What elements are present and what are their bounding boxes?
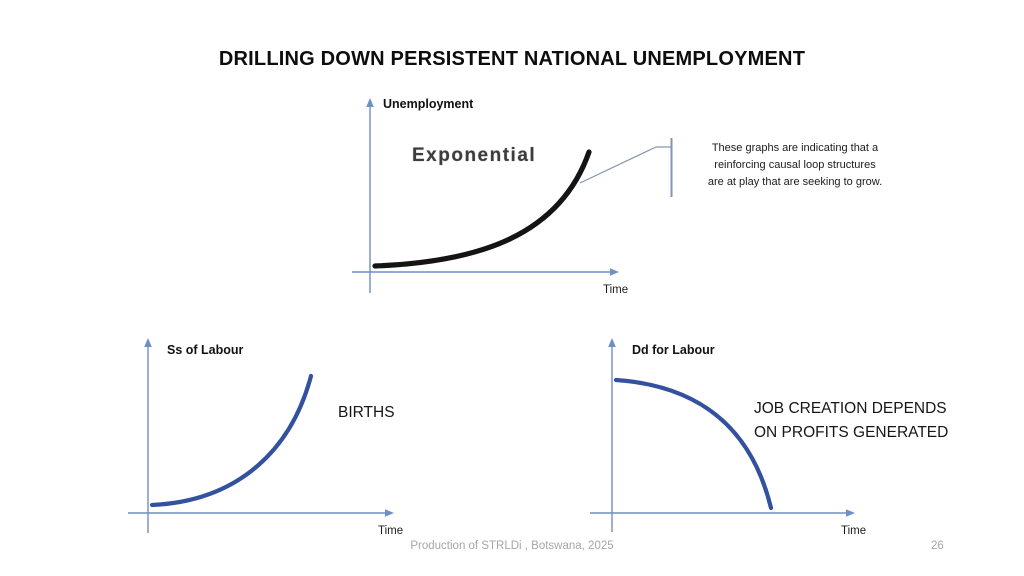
unemployment-y-axis-arrow-icon	[366, 98, 374, 107]
labour-supply-y-axis-arrow-icon	[144, 338, 152, 347]
callout-leader-line	[579, 146, 671, 184]
unemployment-y-axis-label: Unemployment	[383, 97, 474, 111]
labour-demand-chart	[590, 338, 855, 532]
labour-demand-y-axis-label: Dd for Labour	[632, 343, 715, 357]
callout-connector	[579, 138, 673, 197]
unemployment-x-axis-label: Time	[603, 284, 629, 296]
unemployment-x-axis-arrow-icon	[610, 268, 619, 276]
footer-page-number: 26	[931, 540, 944, 552]
callout-text: These graphs are indicating that a reinf…	[707, 142, 883, 188]
labour-supply-growth-curve	[149, 373, 314, 508]
slide-title: DRILLING DOWN PERSISTENT NATIONAL UNEMPL…	[218, 48, 806, 70]
labour-demand-decline-curve	[613, 377, 774, 511]
footer-credit: Production of STRLDi , Botswana, 2025	[410, 540, 614, 552]
unemployment-exponential-curve	[372, 149, 592, 269]
labour-demand-y-axis-arrow-icon	[608, 338, 616, 347]
labour-supply-chart	[128, 338, 394, 533]
labour-demand-x-axis-arrow-icon	[846, 509, 855, 517]
births-annotation: BIRTHS	[338, 404, 395, 421]
unemployment-chart	[352, 98, 619, 293]
labour-supply-x-axis-arrow-icon	[385, 509, 394, 517]
labour-supply-x-axis-label: Time	[378, 525, 404, 537]
job-creation-annotation: JOB CREATION DEPENDS ON PROFITS GENERATE…	[754, 400, 949, 441]
exponential-curve-label: Exponential	[412, 145, 537, 166]
labour-demand-x-axis-label: Time	[841, 525, 867, 537]
labour-supply-y-axis-label: Ss of Labour	[167, 343, 244, 357]
